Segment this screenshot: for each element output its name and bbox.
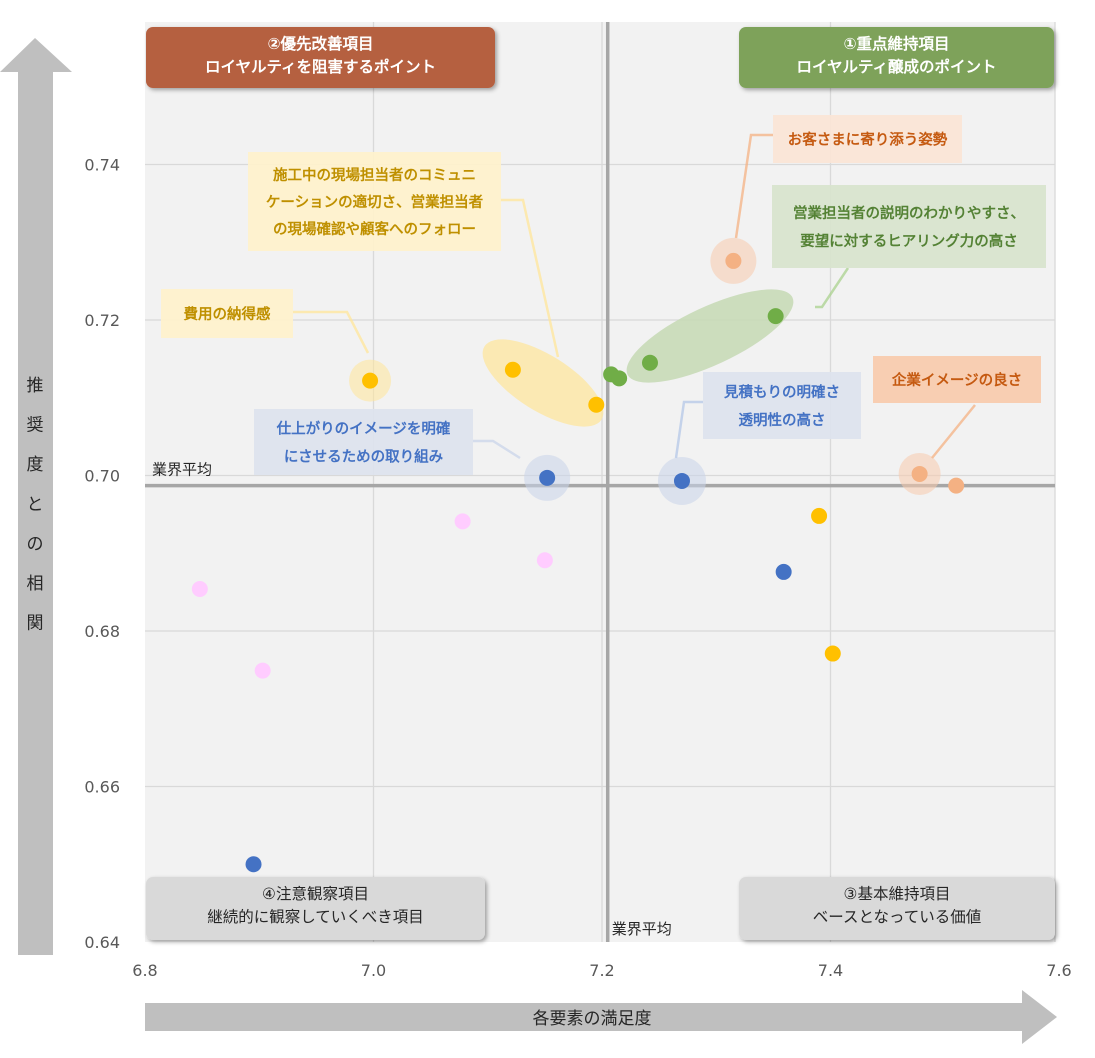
callout-text: ケーションの適切さ、営業担当者 [266,193,483,211]
callout-box: 施工中の現場担当者のコミュニケーションの適切さ、営業担当者の現場確認や顧客へのフ… [248,152,501,251]
callout-box: お客さまに寄り添う姿勢 [773,115,962,163]
quadrant-label-subtitle: ベースとなっている価値 [813,908,982,926]
callout-background [873,356,1041,403]
leader-line [734,133,773,239]
y-axis-title-char: 相 [27,574,44,594]
leader-line [293,310,370,354]
data-point-yellow [588,396,605,413]
industry-average-x-label: 業界平均 [612,920,672,938]
y-tick-label: 0.74 [84,156,120,175]
y-axis-title-char: と [27,495,44,515]
callout-background [772,185,1046,268]
industry-average-y-label: 業界平均 [152,461,212,479]
y-tick-label: 0.68 [84,622,120,641]
y-tick-label: 0.72 [84,311,120,330]
data-point-yellow [504,361,521,378]
callout-text: の現場確認や顧客へのフォロー [273,220,476,238]
x-axis-title: 各要素の満足度 [533,1009,652,1029]
quadrant-label-background [739,877,1055,940]
y-tick-label: 0.64 [84,933,120,952]
leader-line [931,404,976,459]
callout-box: 営業担当者の説明のわかりやすさ、要望に対するヒアリング力の高さ [772,185,1046,268]
callout-box: 費用の納得感 [161,289,293,338]
leader-line [815,267,850,309]
data-point-green [611,370,628,387]
data-point-blue [539,469,556,486]
data-point-green [641,354,658,371]
x-tick-label: 7.2 [589,961,614,980]
callout-text: 仕上がりのイメージを明確 [276,420,451,438]
callout-text: 要望に対するヒアリング力の高さ [800,232,1018,250]
quadrant-label-title: ③基本維持項目 [844,885,951,903]
data-point-orange [948,477,965,494]
quadrant-label-background [146,27,495,88]
callout-background [161,289,293,338]
y-axis-title-char: 度 [27,455,44,475]
data-point-pink [536,552,553,569]
highlight-ellipse [482,339,604,427]
data-point-blue [245,856,262,873]
x-tick-label: 7.0 [361,961,386,980]
y-tick-label: 0.66 [84,778,120,797]
data-point-orange [911,465,928,482]
data-point-green [767,308,784,325]
data-point-pink [454,513,471,530]
quadrant-label-title: ②優先改善項目 [267,34,373,53]
data-point-yellow [824,645,841,662]
quadrant-label-title: ④注意観察項目 [262,884,369,903]
quadrant-label-background [146,877,485,940]
y-axis-title-char: 関 [27,614,44,634]
quadrant-label-background [739,27,1054,88]
y-axis-title-char: 推 [27,376,44,396]
callout-text: 施工中の現場担当者のコミュニ [273,166,476,184]
quadrant-label-subtitle: ロイヤルティ醸成のポイント [796,57,996,76]
y-axis-arrow [0,38,72,955]
leader-line [473,439,521,460]
highlight-ellipse [626,289,794,383]
leader-line [674,400,703,459]
data-point-blue [673,472,690,489]
callout-background [773,115,962,163]
data-point-pink [191,581,208,598]
callout-background [703,372,861,439]
data-point-yellow [811,507,828,524]
quadrant-label-subtitle: ロイヤルティを阻害するポイント [205,57,436,76]
quadrant-label-subtitle: 継続的に観察していくべき項目 [207,908,424,926]
data-point-blue [775,563,792,580]
callout-background [248,152,501,251]
leader-line [500,198,560,358]
y-axis-title-char: の [27,534,44,554]
data-point-yellow [362,372,379,389]
y-axis-title-char: 奨 [27,416,44,436]
x-tick-label: 6.8 [132,961,157,980]
callout-background [254,409,473,475]
callout-text: 見積もりの明確さ [723,383,840,401]
x-tick-label: 7.4 [818,961,843,980]
callout-text: 透明性の高さ [739,411,826,429]
data-point-orange [725,252,742,269]
x-tick-label: 7.6 [1046,961,1071,980]
callout-text: にさせるための取り組み [284,448,444,466]
callout-text: お客さまに寄り添う姿勢 [788,131,948,149]
x-axis-arrow [145,990,1057,1044]
data-point-pink [254,662,271,679]
callout-text: 費用の納得感 [184,305,271,323]
callout-text: 営業担当者の説明のわかりやすさ、 [793,204,1025,222]
callout-text: 企業イメージの良さ [891,371,1022,389]
callout-box: 企業イメージの良さ [873,356,1041,403]
quadrant-label-title: ①重点維持項目 [843,34,949,53]
y-tick-label: 0.70 [84,467,120,486]
